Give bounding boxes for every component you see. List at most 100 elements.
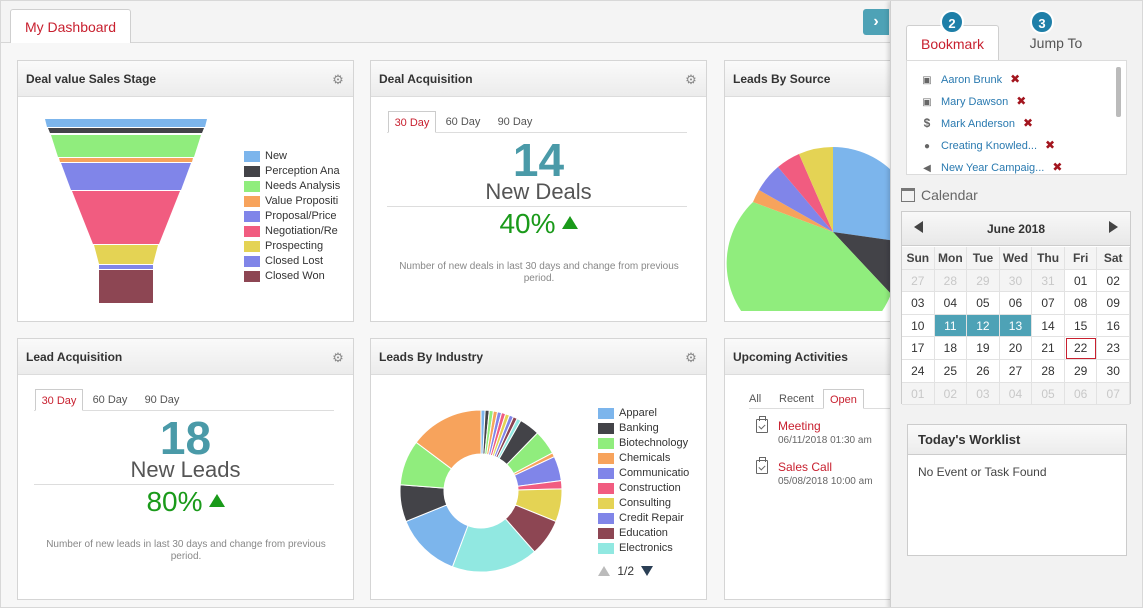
- tab-90-day[interactable]: 90 Day: [497, 116, 533, 128]
- tab-my-dashboard[interactable]: My Dashboard: [10, 9, 131, 43]
- calendar-day[interactable]: 20: [999, 337, 1033, 360]
- legend-item[interactable]: Construction: [598, 481, 703, 496]
- calendar-day[interactable]: 24: [902, 360, 935, 383]
- calendar-day[interactable]: 08: [1064, 292, 1098, 315]
- calendar-day[interactable]: 03: [967, 382, 1000, 406]
- pager-down-icon[interactable]: [641, 566, 654, 576]
- calendar-day[interactable]: 29: [967, 269, 1000, 293]
- bookmark-item[interactable]: ▣ Aaron Brunk ✖: [921, 71, 1020, 87]
- activity-item[interactable]: Meeting 06/11/2018 01:30 am: [756, 416, 918, 448]
- donut-slice[interactable]: [415, 409, 482, 470]
- bookmark-label[interactable]: Mary Dawson: [941, 96, 1009, 108]
- calendar-day[interactable]: 26: [967, 360, 1000, 383]
- pager-up-icon[interactable]: [598, 566, 610, 576]
- calendar-day[interactable]: 28: [1032, 360, 1065, 383]
- legend-item[interactable]: Consulting: [598, 496, 703, 511]
- tab-all[interactable]: All: [749, 393, 762, 405]
- bookmark-scrollbar[interactable]: [1116, 67, 1121, 117]
- tab-jump-to[interactable]: Jump To: [1006, 25, 1106, 61]
- legend-item[interactable]: Credit Repair: [598, 511, 703, 526]
- calendar-day[interactable]: 11: [934, 314, 968, 338]
- tab-recent[interactable]: Recent: [779, 393, 814, 405]
- legend-item[interactable]: Communicatio: [598, 466, 703, 481]
- bookmark-label[interactable]: Mark Anderson: [941, 118, 1015, 130]
- calendar-day[interactable]: 03: [902, 292, 935, 315]
- gear-icon[interactable]: ⚙: [332, 350, 344, 365]
- panel-toggle-button[interactable]: ›: [863, 9, 889, 35]
- legend-item[interactable]: Education: [598, 526, 703, 541]
- calendar-day[interactable]: 23: [1097, 337, 1130, 360]
- legend-item[interactable]: Prospecting: [244, 239, 352, 254]
- remove-bookmark-icon[interactable]: ✖: [1016, 94, 1027, 108]
- legend-item[interactable]: Needs Analysis: [244, 179, 352, 194]
- calendar-day[interactable]: 04: [999, 382, 1033, 406]
- calendar-day[interactable]: 19: [967, 337, 1000, 360]
- legend-item[interactable]: Closed Lost: [244, 254, 352, 269]
- activity-title[interactable]: Sales Call: [778, 460, 833, 474]
- legend-item[interactable]: Value Propositi: [244, 194, 352, 209]
- legend-item[interactable]: Apparel: [598, 406, 703, 421]
- calendar-day[interactable]: 01: [902, 382, 935, 406]
- calendar-day[interactable]: 07: [1032, 292, 1065, 315]
- remove-bookmark-icon[interactable]: ✖: [1052, 160, 1063, 174]
- tab-90-day[interactable]: 90 Day: [144, 394, 180, 406]
- remove-bookmark-icon[interactable]: ✖: [1010, 72, 1021, 86]
- calendar-day[interactable]: 15: [1064, 314, 1098, 338]
- calendar-day[interactable]: 27: [902, 269, 935, 293]
- calendar-day[interactable]: 30: [999, 269, 1033, 293]
- bookmark-item[interactable]: ● Creating Knowled... ✖: [921, 137, 1055, 153]
- activity-item[interactable]: Sales Call 05/08/2018 10:00 am: [756, 457, 918, 489]
- calendar-day[interactable]: 01: [1064, 269, 1098, 293]
- next-month-icon[interactable]: [1109, 221, 1118, 233]
- legend-item[interactable]: Closed Won: [244, 269, 352, 284]
- calendar-day[interactable]: 17: [902, 337, 935, 360]
- bookmark-label[interactable]: Creating Knowled...: [941, 140, 1037, 152]
- tab-30-day[interactable]: 30 Day: [35, 389, 83, 411]
- gear-icon[interactable]: ⚙: [685, 72, 697, 87]
- tab-60-day[interactable]: 60 Day: [445, 116, 481, 128]
- legend-item[interactable]: New: [244, 149, 352, 164]
- bookmark-label[interactable]: New Year Campaig...: [941, 162, 1045, 174]
- bookmark-label[interactable]: Aaron Brunk: [941, 74, 1003, 86]
- calendar-day[interactable]: 10: [902, 314, 935, 338]
- tab-60-day[interactable]: 60 Day: [92, 394, 128, 406]
- calendar-day[interactable]: 27: [999, 360, 1033, 383]
- calendar-day[interactable]: 06: [999, 292, 1033, 315]
- calendar-day[interactable]: 09: [1097, 292, 1130, 315]
- calendar-day[interactable]: 02: [934, 382, 968, 406]
- remove-bookmark-icon[interactable]: ✖: [1045, 138, 1056, 152]
- calendar-day[interactable]: 29: [1064, 360, 1098, 383]
- calendar-day[interactable]: 18: [934, 337, 968, 360]
- calendar-day[interactable]: 06: [1064, 382, 1098, 406]
- calendar-day[interactable]: 30: [1097, 360, 1130, 383]
- calendar-day[interactable]: 16: [1097, 314, 1130, 338]
- legend-item[interactable]: Banking: [598, 421, 703, 436]
- legend-item[interactable]: Perception Ana: [244, 164, 352, 179]
- legend-item[interactable]: Electronics: [598, 541, 703, 556]
- calendar-day[interactable]: 25: [934, 360, 968, 383]
- calendar-day[interactable]: 07: [1097, 382, 1130, 406]
- calendar-day[interactable]: 13: [999, 314, 1033, 338]
- tab-open[interactable]: Open: [823, 389, 864, 409]
- calendar-day[interactable]: 12: [967, 314, 1000, 338]
- calendar-day[interactable]: 02: [1097, 269, 1130, 293]
- bookmark-item[interactable]: ▣ Mary Dawson ✖: [921, 93, 1026, 109]
- legend-item[interactable]: Biotechnology: [598, 436, 703, 451]
- calendar-day[interactable]: 05: [1032, 382, 1065, 406]
- calendar-day[interactable]: 04: [934, 292, 968, 315]
- bookmark-item[interactable]: ◀ New Year Campaig... ✖: [921, 159, 1063, 174]
- legend-item[interactable]: Negotiation/Re: [244, 224, 352, 239]
- remove-bookmark-icon[interactable]: ✖: [1022, 116, 1034, 130]
- prev-month-icon[interactable]: [914, 221, 923, 233]
- gear-icon[interactable]: ⚙: [332, 72, 344, 87]
- calendar-day[interactable]: 22: [1064, 337, 1098, 360]
- calendar-day[interactable]: 21: [1032, 337, 1065, 360]
- tab-30-day[interactable]: 30 Day: [388, 111, 436, 133]
- calendar-day[interactable]: 14: [1032, 314, 1065, 338]
- bookmark-item[interactable]: $ Mark Anderson ✖: [921, 115, 1033, 131]
- calendar-day[interactable]: 31: [1032, 269, 1065, 293]
- calendar-day[interactable]: 28: [934, 269, 968, 293]
- legend-item[interactable]: Proposal/Price: [244, 209, 352, 224]
- gear-icon[interactable]: ⚙: [685, 350, 697, 365]
- activity-title[interactable]: Meeting: [778, 419, 821, 433]
